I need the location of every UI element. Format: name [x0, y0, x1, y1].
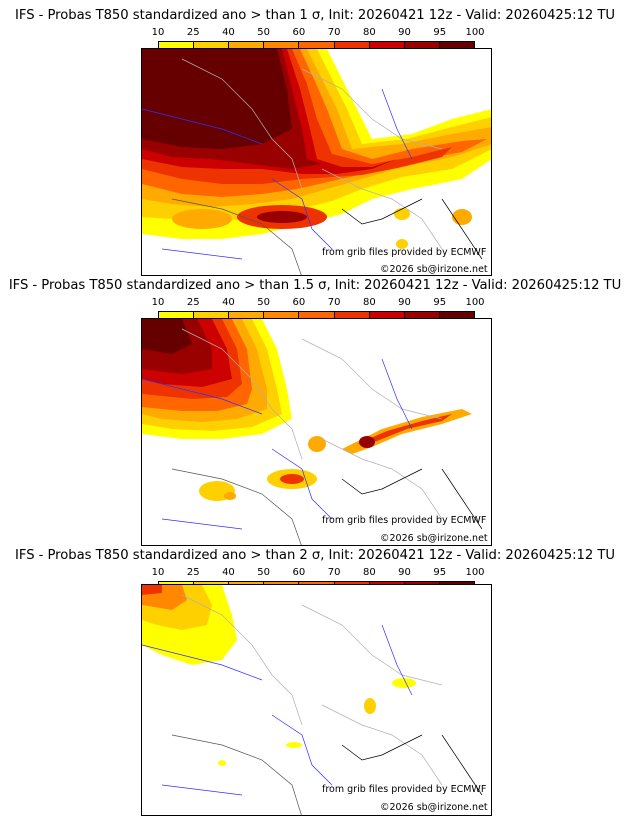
- colorbar-labels: 10 25 40 50 60 70 80 90 95 100: [152, 567, 485, 580]
- colorbar-swatch: [159, 42, 195, 50]
- colorbar-swatch: [299, 42, 335, 50]
- credit-copyright: ©2026 sb@irizone.net: [380, 533, 488, 544]
- colorbar-swatch: [439, 42, 474, 50]
- colorbar-tick-label: 60: [292, 567, 306, 578]
- colorbar-swatch: [229, 312, 265, 320]
- colorbar-tick-label: 40: [222, 567, 235, 578]
- colorbar-tick-label: 100: [465, 567, 485, 578]
- colorbar-swatch: [194, 312, 230, 320]
- probability-shading: [142, 319, 472, 501]
- colorbar-tick-label: 50: [257, 27, 271, 38]
- colorbar-tick-label: 90: [398, 567, 411, 578]
- panel-title: IFS - Probas T850 standardized ano > tha…: [15, 548, 615, 563]
- colorbar-tick-label: 95: [433, 27, 447, 38]
- map-borders: [142, 328, 483, 545]
- panel-2: IFS - Probas T850 standardized ano > tha…: [0, 278, 630, 553]
- colorbar-tick-label: 90: [398, 297, 411, 308]
- colorbar-tick-label: 60: [292, 297, 306, 308]
- colorbar-swatch: [439, 312, 474, 320]
- colorbar-tick-label: 80: [362, 567, 376, 578]
- colorbar-tick-label: 40: [222, 27, 235, 38]
- colorbar-tick-label: 95: [433, 567, 447, 578]
- colorbar-swatch: [194, 42, 230, 50]
- credit-copyright: ©2026 sb@irizone.net: [380, 802, 488, 813]
- colorbar-swatch: [159, 312, 195, 320]
- colorbar-labels: 10 25 40 50 60 70 80 90 95 100: [152, 27, 485, 40]
- map-borders: [142, 594, 483, 815]
- probability-map: from grib files provided by ECMWF ©2026 …: [141, 48, 492, 276]
- colorbar-swatch: [369, 42, 405, 50]
- panel-title: IFS - Probas T850 standardized ano > tha…: [15, 8, 615, 23]
- colorbar-tick-label: 10: [151, 567, 165, 578]
- panel-3: IFS - Probas T850 standardized ano > tha…: [0, 548, 630, 823]
- credit-source: from grib files provided by ECMWF: [322, 784, 487, 795]
- colorbar-tick-label: 70: [327, 297, 341, 308]
- probability-shading: [142, 49, 491, 249]
- colorbar-tick-label: 10: [151, 297, 165, 308]
- colorbar-tick-label: 40: [222, 297, 235, 308]
- colorbar-tick-label: 70: [327, 27, 341, 38]
- colorbar-tick-label: 50: [257, 297, 271, 308]
- colorbar-labels: 10 25 40 50 60 70 80 90 95 100: [152, 297, 485, 310]
- colorbar-swatch: [369, 312, 405, 320]
- colorbar-tick-label: 80: [362, 27, 376, 38]
- colorbar-swatch: [404, 312, 440, 320]
- colorbar-tick-label: 95: [433, 297, 447, 308]
- colorbar-tick-label: 70: [327, 567, 341, 578]
- panel-1: IFS - Probas T850 standardized ano > tha…: [0, 8, 630, 283]
- colorbar-tick-label: 50: [257, 567, 271, 578]
- credit-copyright: ©2026 sb@irizone.net: [380, 264, 488, 275]
- colorbar-swatch: [299, 312, 335, 320]
- colorbar-swatch: [404, 42, 440, 50]
- probability-map: from grib files provided by ECMWF ©2026 …: [141, 318, 492, 546]
- colorbar-tick-label: 100: [465, 297, 485, 308]
- credit-source: from grib files provided by ECMWF: [322, 247, 487, 258]
- colorbar-tick-label: 25: [186, 567, 200, 578]
- probability-shading: [142, 585, 416, 766]
- colorbar-swatch: [334, 42, 370, 50]
- map-borders: [142, 58, 483, 275]
- colorbar-tick-label: 80: [362, 297, 376, 308]
- colorbar-tick-label: 25: [186, 27, 200, 38]
- colorbar-tick-label: 100: [465, 27, 485, 38]
- panel-title: IFS - Probas T850 standardized ano > tha…: [8, 278, 622, 293]
- colorbar-tick-label: 10: [151, 27, 165, 38]
- credit-source: from grib files provided by ECMWF: [322, 515, 487, 526]
- colorbar-tick-label: 90: [398, 27, 411, 38]
- probability-map: from grib files provided by ECMWF ©2026 …: [141, 584, 492, 816]
- colorbar-swatch: [264, 42, 300, 50]
- colorbar-swatch: [334, 312, 370, 320]
- colorbar-swatch: [229, 42, 265, 50]
- colorbar-tick-label: 25: [186, 297, 200, 308]
- colorbar-tick-label: 60: [292, 27, 306, 38]
- colorbar-swatch: [264, 312, 300, 320]
